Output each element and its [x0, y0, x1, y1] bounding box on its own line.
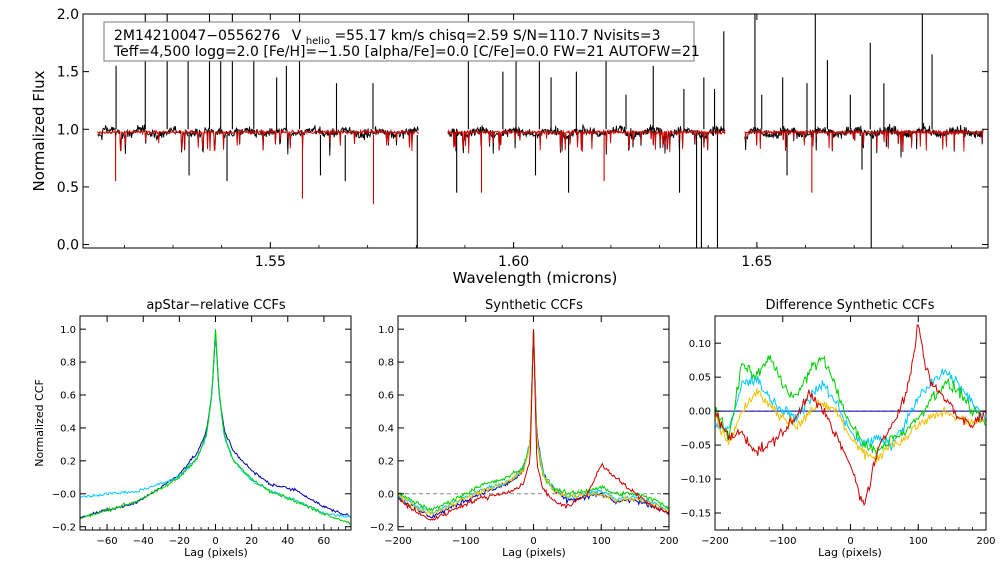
spectrum-x-tick-label: 1.65 — [741, 254, 772, 270]
synthetic-ccf-y-tick-label: 0.2 — [378, 456, 394, 467]
synthetic-ccf-title: Synthetic CCFs — [485, 298, 583, 313]
synthetic-ccf-y-tick-label: 0.0 — [378, 489, 394, 500]
apstar-ccf-plot-area — [80, 329, 351, 526]
spectrum-x-tick-label: 1.60 — [498, 254, 529, 270]
difference-ccf-y-tick-label: −0.05 — [680, 441, 711, 452]
annotation-v-rest: =55.17 km/s chisq=2.59 S/N=110.7 Nvisits… — [334, 28, 660, 44]
apstar-ccf-series-line — [80, 329, 351, 526]
apstar-ccf-y-tick-label: 0.6 — [60, 391, 76, 402]
synthetic-ccf-y-tick-label: −0.2 — [370, 522, 394, 533]
spectrum-annotation-box: 2M14210047−0556276 V helio =55.17 km/s c… — [103, 21, 700, 62]
difference-ccf-series-line — [715, 388, 986, 463]
apstar-ccf-y-tick-label: 0.2 — [60, 456, 76, 467]
difference-ccf-y-tick-label: −0.15 — [680, 509, 711, 520]
synthetic-ccf-x-tick-label: −100 — [452, 536, 479, 547]
apstar-ccf-x-tick-label: 40 — [281, 536, 294, 547]
difference-ccf-x-tick-label: 0 — [847, 536, 853, 547]
apstar-ccf-series-line — [80, 332, 351, 520]
synthetic-ccf-y-tick-label: 0.6 — [378, 391, 394, 402]
synthetic-ccf-lines — [398, 329, 669, 521]
apstar-ccf-y-label: Normalized CCF — [33, 379, 46, 467]
apstar-ccf-x-tick-label: 0 — [212, 536, 218, 547]
apstar-ccf-y-tick-label: −0.0 — [52, 489, 76, 500]
apstar-ccf-lines — [80, 329, 351, 526]
spectrum-frame — [82, 13, 989, 249]
spectrum-x-label: Wavelength (microns) — [453, 269, 618, 287]
difference-ccf-axes: −200 −100 0 100 200 −0.15 −0.10 −0.05 0.00 0.05 0.… — [680, 316, 996, 547]
spectrum-y-label: Normalized Flux — [30, 70, 48, 191]
annotation-v-subscript: helio — [306, 36, 330, 47]
apstar-ccf-x-tick-label: −20 — [169, 536, 190, 547]
difference-ccf-series-line — [715, 324, 986, 507]
synthetic-ccf-axes: −200 −100 0 100 200 −0.2 0.0 0.2 0.4 0.6 0.8 1.0 — [370, 316, 679, 547]
spectrum-model-line — [447, 128, 726, 154]
synthetic-ccf-x-label: Lag (pixels) — [502, 546, 566, 559]
apstar-ccf-y-tick-label: 0.8 — [60, 358, 76, 369]
difference-ccf-x-tick-label: 200 — [976, 536, 995, 547]
synthetic-ccf-series-line — [398, 329, 669, 519]
spectrum-model-line — [97, 128, 420, 152]
difference-ccf-y-tick-label: −0.10 — [680, 475, 711, 486]
synthetic-ccf-panel: Synthetic CCFs −200 −100 0 100 200 −0.2 0.0 0.2… — [370, 298, 679, 559]
difference-ccf-series-line — [715, 355, 986, 457]
difference-ccf-plot-area — [715, 324, 986, 507]
apstar-ccf-frame — [79, 315, 352, 531]
spectrum-y-tick-label: 2.0 — [57, 7, 79, 23]
difference-ccf-y-tick-label: 0.00 — [689, 407, 711, 418]
synthetic-ccf-x-tick-label: −200 — [384, 536, 411, 547]
synthetic-ccf-x-tick-label: 0 — [530, 536, 536, 547]
synthetic-ccf-series-line — [398, 329, 669, 515]
synthetic-ccf-series-line — [398, 330, 669, 516]
difference-ccf-series-line — [715, 368, 986, 451]
apstar-ccf-x-label: Lag (pixels) — [184, 546, 248, 559]
synthetic-ccf-series-line — [398, 329, 669, 512]
apstar-ccf-x-tick-label: 20 — [245, 536, 258, 547]
apstar-ccf-x-tick-label: −60 — [97, 536, 118, 547]
difference-ccf-y-tick-label: 0.05 — [689, 373, 711, 384]
spectrum-axes: 1.55 1.60 1.65 0.0 0.5 1.0 1.5 2.0 — [57, 7, 988, 270]
spectrum-y-tick-label: 1.5 — [57, 65, 79, 81]
difference-ccf-lines — [715, 324, 986, 507]
apstar-ccf-axes: −60 −40 −20 0 20 40 60 −0.2 −0.0 0.2 0.4 0.6 0.8 1.0 — [52, 316, 351, 547]
spectrum-panel: 1.55 1.60 1.65 0.0 0.5 1.0 1.5 2.0 2M14210047−0… — [30, 7, 989, 287]
synthetic-ccf-x-tick-label: 200 — [659, 536, 678, 547]
synthetic-ccf-y-tick-label: 1.0 — [378, 325, 394, 336]
difference-ccf-panel: Difference Synthetic CCFs −200 −100 0 100 20… — [680, 298, 995, 559]
apstar-ccf-y-tick-label: −0.2 — [52, 522, 76, 533]
synthetic-ccf-plot-area — [398, 329, 669, 521]
difference-ccf-x-tick-label: 100 — [909, 536, 928, 547]
difference-ccf-frame — [714, 315, 987, 531]
spectrum-y-tick-label: 1.0 — [57, 122, 79, 138]
synthetic-ccf-series-line — [398, 329, 669, 521]
synthetic-ccf-y-tick-label: 0.8 — [378, 358, 394, 369]
annotation-frame — [103, 21, 695, 62]
apstar-ccf-x-tick-label: 60 — [318, 536, 331, 547]
annotation-line2: Teff=4,500 logg=2.0 [Fe/H]=−1.50 [alpha/… — [113, 44, 700, 60]
annotation-star-name: 2M14210047−0556276 — [114, 28, 280, 44]
annotation-v-label: V — [292, 28, 302, 44]
difference-ccf-y-tick-label: 0.10 — [689, 339, 711, 350]
synthetic-ccf-y-tick-label: 0.4 — [378, 424, 394, 435]
difference-ccf-x-tick-label: −200 — [701, 536, 728, 547]
synthetic-ccf-x-tick-label: 100 — [592, 536, 611, 547]
apstar-ccf-panel: apStar−relative CCFs −60 −40 −20 0 20 40 60 −0.… — [33, 298, 352, 559]
difference-ccf-x-tick-label: −100 — [769, 536, 796, 547]
difference-ccf-title: Difference Synthetic CCFs — [765, 298, 934, 313]
apstar-ccf-title: apStar−relative CCFs — [146, 298, 286, 313]
annotation-line1: 2M14210047−0556276 V helio =55.17 km/s c… — [114, 28, 660, 48]
apstar-ccf-x-tick-label: −40 — [133, 536, 154, 547]
apstar-ccf-y-tick-label: 0.4 — [60, 424, 76, 435]
spectrum-y-tick-label: 0.5 — [57, 180, 79, 196]
spectrum-y-tick-label: 0.0 — [57, 238, 79, 254]
difference-ccf-x-label: Lag (pixels) — [818, 546, 882, 559]
apstar-ccf-y-tick-label: 1.0 — [60, 325, 76, 336]
spectrum-x-tick-label: 1.55 — [255, 254, 286, 270]
apstar-ccf-series-line — [80, 330, 351, 518]
spectrum-model-line — [744, 129, 984, 152]
